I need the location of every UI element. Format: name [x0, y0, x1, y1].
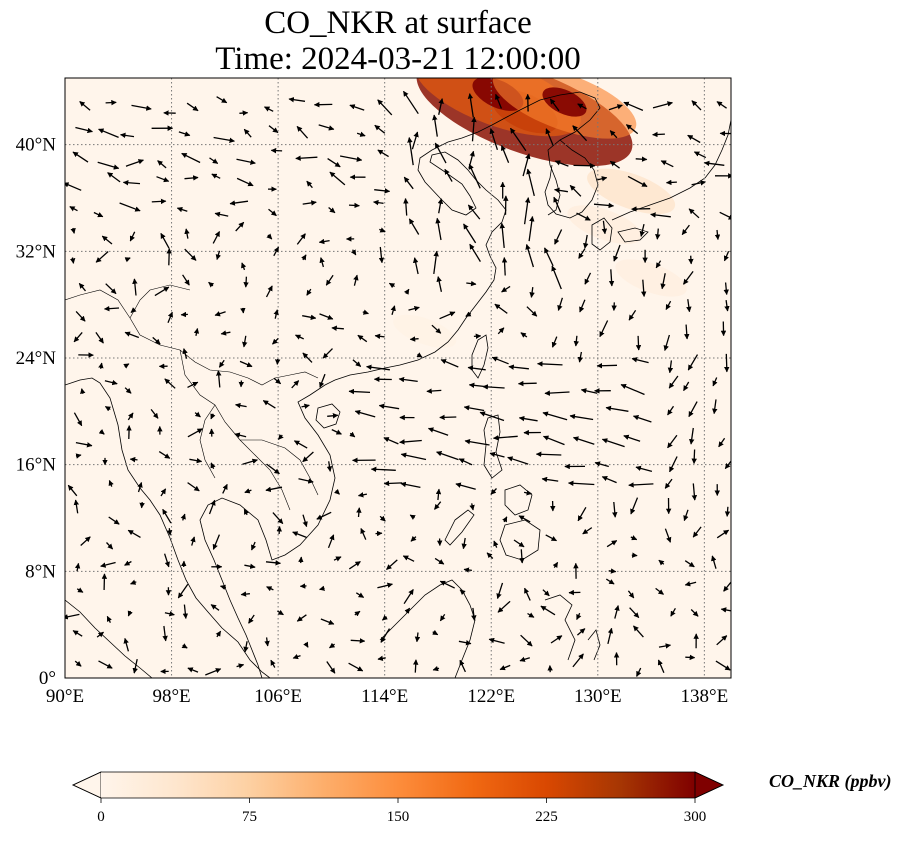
wind-arrow [440, 417, 457, 418]
colorbar: 0 75 150 225 300 [73, 772, 723, 825]
wind-arrow [130, 459, 137, 460]
wind-arrow [638, 336, 639, 350]
wind-arrow [351, 640, 365, 641]
colorbar-tick-label: 225 [535, 809, 558, 825]
latitude-tick-labels: 0° 8°N 16°N 24°N 32°N 40°N [16, 135, 57, 689]
wind-arrow [653, 134, 665, 135]
wind-arrow [349, 205, 359, 206]
colorbar-gradient [101, 772, 695, 798]
lon-tick-label: 122°E [467, 686, 515, 707]
lon-tick-label: 98°E [152, 686, 190, 707]
wind-arrow [152, 201, 166, 202]
wind-arrow [239, 113, 247, 114]
colorbar-tick-label: 0 [97, 809, 105, 825]
wind-arrow [279, 527, 280, 535]
wind-arrow [106, 102, 117, 103]
wind-arrow [243, 308, 244, 313]
wind-arrow [636, 159, 647, 160]
wind-arrow [301, 557, 302, 563]
wind-arrow [691, 256, 692, 264]
wind-arrow [169, 528, 170, 535]
wind-arrow [246, 277, 247, 287]
wind-arrow [609, 571, 616, 572]
wind-arrow [632, 555, 637, 556]
lon-tick-label: 106°E [254, 686, 302, 707]
wind-arrow [169, 249, 170, 266]
wind-arrow [415, 660, 416, 673]
wind-arrow [519, 383, 537, 384]
colorbar-ticks: 0 75 150 225 300 [97, 798, 706, 825]
wind-arrow [332, 328, 344, 329]
wind-arrow [410, 339, 418, 340]
colorbar-extend-high [695, 772, 723, 798]
wind-arrow [142, 502, 143, 508]
map-plot-area [65, 78, 731, 678]
lon-tick-label: 138°E [681, 686, 729, 707]
lon-tick-label: 90°E [46, 686, 84, 707]
wind-arrow [359, 508, 360, 517]
lat-tick-label: 0° [39, 668, 56, 689]
colorbar-tick-label: 75 [242, 809, 257, 825]
wind-arrow [271, 150, 282, 151]
wind-arrow [384, 483, 402, 484]
wind-arrow [241, 594, 250, 595]
wind-arrow [504, 258, 505, 276]
wind-arrow [474, 336, 481, 337]
lat-tick-label: 24°N [16, 348, 57, 369]
lat-tick-label: 16°N [16, 455, 57, 476]
lon-tick-label: 114°E [361, 686, 408, 707]
colorbar-tick-label: 300 [684, 809, 707, 825]
wind-arrow [536, 454, 561, 455]
wind-arrow [521, 549, 522, 563]
colorbar-label: CO_NKR (ppbv) [769, 771, 892, 792]
lat-tick-label: 40°N [16, 135, 57, 156]
lat-tick-label: 8°N [25, 561, 56, 582]
lon-tick-label: 130°E [574, 686, 622, 707]
colorbar-tick-label: 150 [387, 809, 410, 825]
wind-arrow [727, 507, 728, 517]
wind-arrow [694, 450, 695, 464]
wind-arrow [667, 182, 677, 183]
wind-arrow [726, 354, 727, 372]
longitude-tick-labels: 90°E 98°E 106°E 114°E 122°E 130°E 138°E [46, 686, 728, 707]
wind-arrow [597, 365, 617, 366]
lat-tick-label: 32°N [16, 241, 57, 262]
colorbar-extend-low [73, 772, 101, 798]
